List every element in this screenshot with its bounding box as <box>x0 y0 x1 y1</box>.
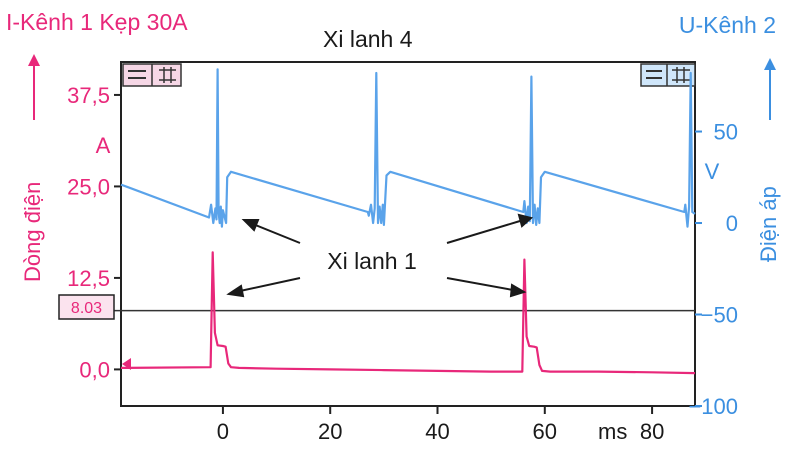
right-axis-label: Điện áp <box>756 186 781 262</box>
left-unit-label: A <box>96 133 111 158</box>
annotation-arrows <box>226 213 534 298</box>
channel1-zero-marker <box>122 358 131 370</box>
x-tick-label: 20 <box>318 419 342 444</box>
x-tick-label: 40 <box>425 419 449 444</box>
channel1-mode-icon[interactable] <box>122 63 182 87</box>
cylinder-1-label: Xi lanh 1 <box>327 248 417 274</box>
left-axis-arrow-head <box>28 54 40 66</box>
right-tick-label: −50 <box>701 303 738 328</box>
x-tick-label: 60 <box>533 419 557 444</box>
current-trace <box>120 251 696 375</box>
right-tick-label: 0 <box>726 211 738 236</box>
left-axis-label: Dòng điện <box>20 182 45 282</box>
x-tick-label: 0 <box>217 419 229 444</box>
left-tick-label: 25,0 <box>67 174 110 199</box>
right-tick-label: −100 <box>688 394 738 419</box>
cylinder-4-label: Xi lanh 4 <box>323 26 413 52</box>
right-channel-title: U-Kênh 2 <box>679 12 776 38</box>
cursor-value: 8.03 <box>71 300 102 317</box>
left-tick-label: 12,5 <box>67 266 110 291</box>
channel2-mode-icon[interactable] <box>640 63 696 87</box>
cursor-value-box[interactable] <box>58 294 115 320</box>
x-tick-label: 80 <box>640 419 664 444</box>
left-channel-title: I-Kênh 1 Kẹp 30A <box>6 9 188 35</box>
plot-frame <box>120 61 696 407</box>
left-tick-label: 0,0 <box>79 357 110 382</box>
right-tick-label: 50 <box>714 120 738 145</box>
right-unit-label: V <box>705 159 720 184</box>
x-axis-unit: ms <box>598 419 627 444</box>
right-axis-arrow-head <box>764 58 776 70</box>
voltage-trace <box>120 68 696 228</box>
left-tick-label: 37,5 <box>67 83 110 108</box>
